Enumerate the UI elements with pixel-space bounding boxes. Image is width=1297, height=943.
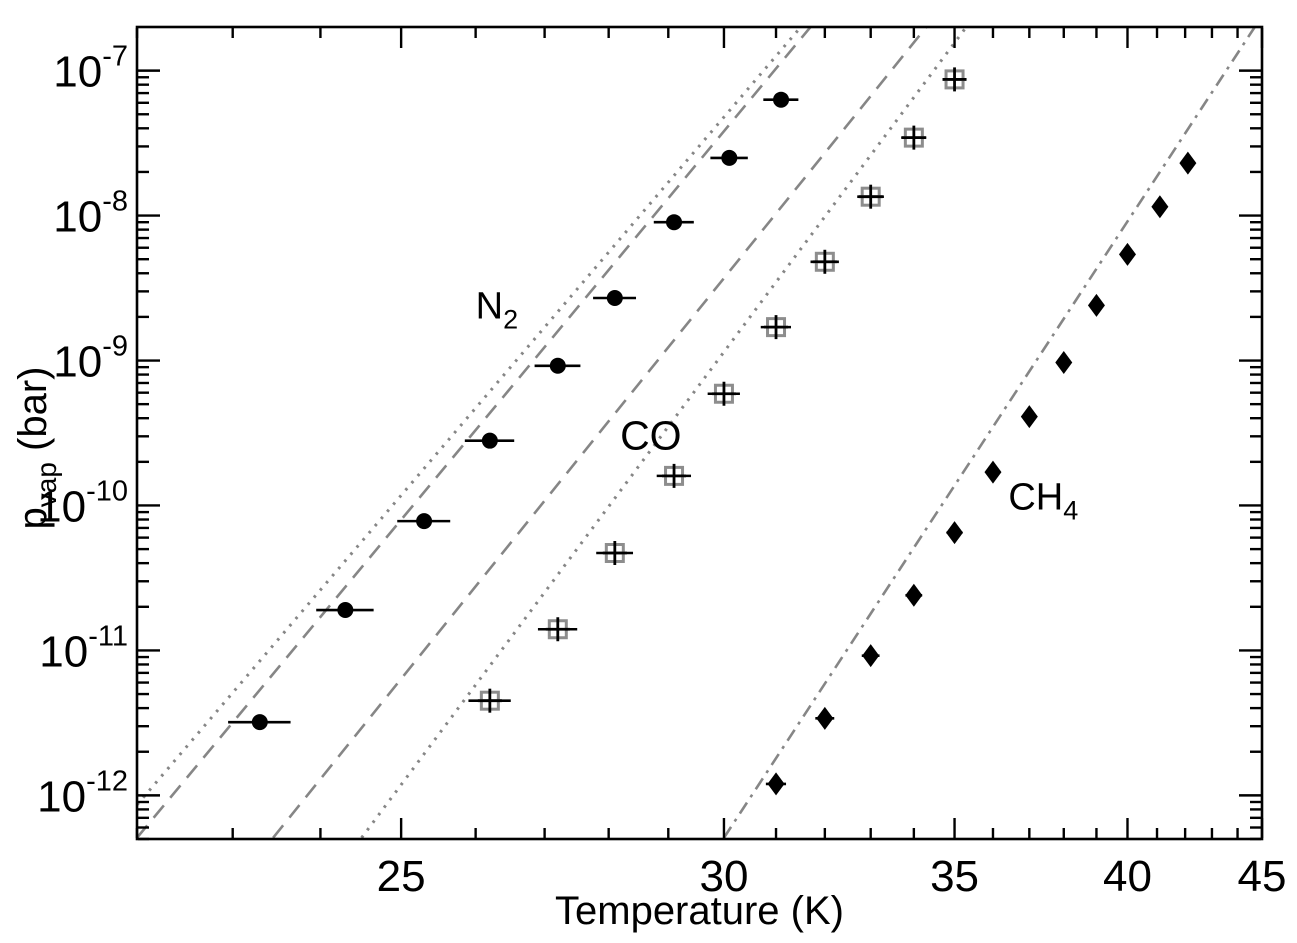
n2-model-dashed-line [136,26,812,839]
data-point-ch4 [1118,242,1136,266]
data-point-ch4 [1151,195,1169,219]
y-tick-label: 10-9 [53,331,128,387]
series-label-ch4: CH4 [1008,477,1078,526]
data-point-n2 [337,602,354,619]
data-point-ch4 [1020,405,1038,429]
data-point-ch4 [984,460,1002,484]
y-tick-label: 10-7 [53,41,128,97]
data-point-n2 [549,357,566,374]
n2-model-dotted-line [135,26,802,806]
y-tick-label: 10-10 [37,475,128,531]
x-tick-label: 40 [1103,852,1152,901]
ch4-model-dashdot-line [722,26,1256,839]
data-point-ch4 [1179,151,1197,175]
data-point-ch4 [905,583,923,607]
y-axis-title: pvap (bar) [11,367,62,530]
x-tick-label: 25 [377,852,426,901]
x-tick-label: 45 [1238,852,1287,901]
data-point-n2 [606,290,623,307]
data-point-ch4 [767,772,785,796]
data-point-ch4 [816,706,834,730]
data-point-n2 [481,432,498,449]
data-point-n2 [416,513,433,530]
x-tick-label: 35 [930,852,979,901]
data-point-n2 [721,149,738,166]
series-label-co: CO [620,412,682,458]
y-tick-label: 10-11 [39,620,128,676]
y-tick-label: 10-12 [37,765,128,821]
data-point-ch4 [862,644,880,668]
plot-frame [135,25,1264,841]
y-tick-label: 10-8 [53,186,128,242]
data-point-n2 [666,214,683,231]
data-point-n2 [773,91,790,108]
data-point-ch4 [1087,293,1105,317]
data-point-ch4 [946,521,964,545]
x-tick-label: 30 [699,852,748,901]
co-model-dashed-line [272,26,928,839]
data-point-ch4 [1055,350,1073,374]
data-point-n2 [251,714,268,731]
x-axis-title: Temperature (K) [555,889,844,933]
series-label-n2: N2 [476,285,518,334]
